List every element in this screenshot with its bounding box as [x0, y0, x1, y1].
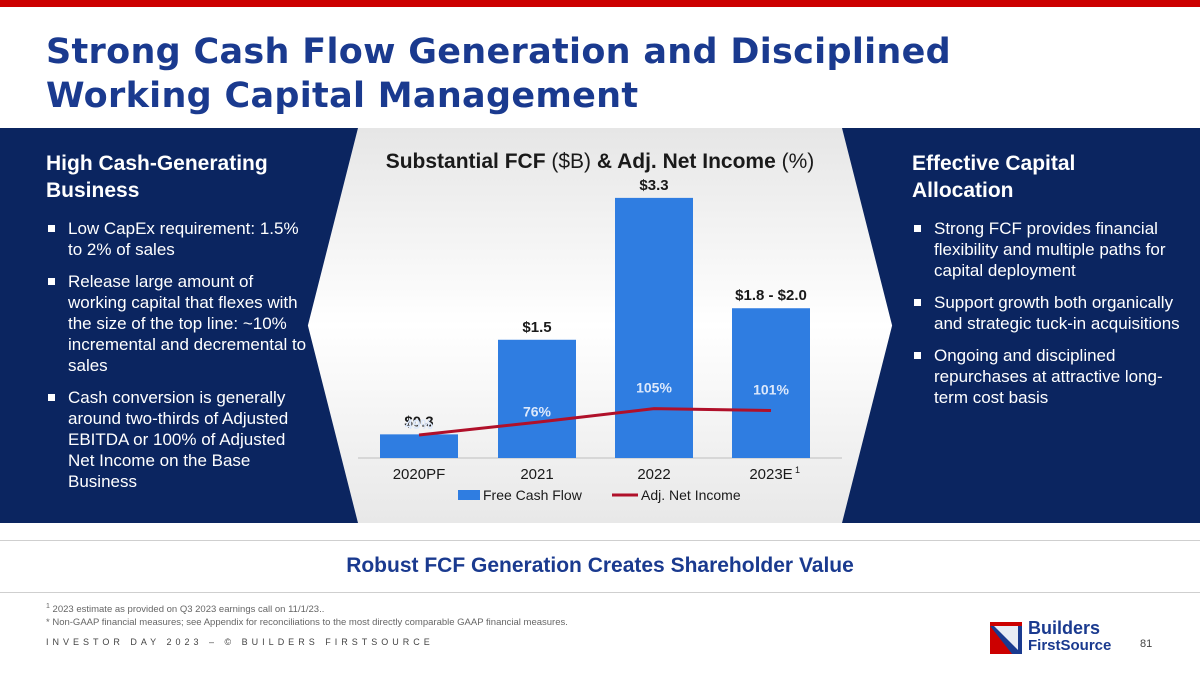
right-panel-bullets: Strong FCF provides financial flexibilit… [912, 218, 1182, 419]
adj-net-income-label: 105% [636, 380, 672, 396]
chart-title: Substantial FCF ($B) & Adj. Net Income (… [370, 150, 830, 174]
fcf-bar [732, 308, 810, 458]
fcf-bar-label: $1.5 [522, 319, 551, 336]
top-accent-bar [0, 0, 1200, 7]
x-tick-label: 2020PF [393, 466, 446, 483]
fcf-bar [615, 197, 693, 458]
left-panel [0, 128, 358, 523]
left-bullet: Release large amount of working capital … [46, 271, 308, 376]
right-bullet: Ongoing and disciplined repurchases at a… [912, 345, 1182, 408]
chart-title-part1: Substantial FCF [385, 150, 546, 173]
left-panel-heading: High Cash-Generating Business [46, 150, 336, 204]
fcf-bar [498, 339, 576, 458]
chart-title-part2: ($B) [545, 150, 597, 173]
logo-mark-icon [990, 622, 1022, 654]
fcf-bar-label: $3.3 [639, 177, 668, 194]
page-number: 81 [1140, 638, 1153, 650]
logo-line1: Builders [1028, 618, 1101, 638]
builders-firstsource-logo: Builders FirstSource [990, 618, 1112, 656]
tagline: Robust FCF Generation Creates Shareholde… [346, 554, 854, 577]
right-panel-heading-line2: Allocation [912, 179, 1014, 202]
chart-title-part4: (%) [775, 150, 815, 173]
right-panel [842, 128, 1200, 523]
footnote-1-mark: 1 [46, 603, 50, 610]
left-bullet: Cash conversion is generally around two-… [46, 387, 308, 492]
x-tick-label: 2021 [520, 466, 553, 483]
right-bullet: Strong FCF provides financial flexibilit… [912, 218, 1182, 281]
page-title: Strong Cash Flow Generation and Discipli… [46, 30, 1146, 118]
page-title-line2: Working Capital Management [46, 76, 639, 116]
fcf-bar-label: $0.3 [404, 413, 433, 430]
x-tick-label: 2022 [637, 466, 670, 483]
fcf-bar [380, 434, 458, 458]
divider-bottom [0, 592, 1200, 593]
footer-text: INVESTOR DAY 2023 – © BUILDERS FIRSTSOUR… [46, 637, 434, 647]
legend-swatch-fcf [458, 490, 480, 500]
left-bullet: Low CapEx requirement: 1.5% to 2% of sal… [46, 218, 308, 260]
adj-net-income-label: 76% [523, 403, 552, 419]
right-panel-heading-line1: Effective Capital [912, 152, 1076, 175]
footnote-1-text: 2023 estimate as provided on Q3 2023 ear… [49, 604, 325, 616]
adj-net-income-label: 49% [405, 416, 434, 432]
logo-line2: FirstSource [1028, 637, 1112, 654]
adj-net-income-label: 101% [753, 382, 789, 398]
footnote-1: 1 2023 estimate as provided on Q3 2023 e… [46, 603, 324, 615]
legend-label-fcf: Free Cash Flow [483, 487, 583, 503]
left-panel-bullets: Low CapEx requirement: 1.5% to 2% of sal… [46, 218, 308, 503]
x-tick-label: 2023E [749, 466, 792, 483]
left-panel-heading-line2: Business [46, 179, 140, 202]
left-panel-heading-line1: High Cash-Generating [46, 152, 268, 175]
right-panel-heading: Effective Capital Allocation [912, 150, 1182, 204]
footnote-2: * Non-GAAP financial measures; see Appen… [46, 617, 568, 628]
page-title-line1: Strong Cash Flow Generation and Discipli… [46, 32, 952, 72]
x-tick-footnote-mark: 1 [795, 465, 800, 475]
adj-net-income-line [418, 407, 772, 437]
divider-top [0, 540, 1200, 541]
fcf-bar-label: $1.8 - $2.0 [735, 287, 807, 304]
logo-wordmark: Builders FirstSource [1028, 618, 1112, 654]
right-bullet: Support growth both organically and stra… [912, 292, 1182, 334]
legend-label-adj-net-income: Adj. Net Income [641, 487, 741, 503]
fcf-chart: $0.3 $1.5 $3.3 $1.8 - $2.0 49% 76% 105% 101% 202… [358, 177, 842, 503]
chart-title-part3: & Adj. Net Income [596, 150, 776, 173]
